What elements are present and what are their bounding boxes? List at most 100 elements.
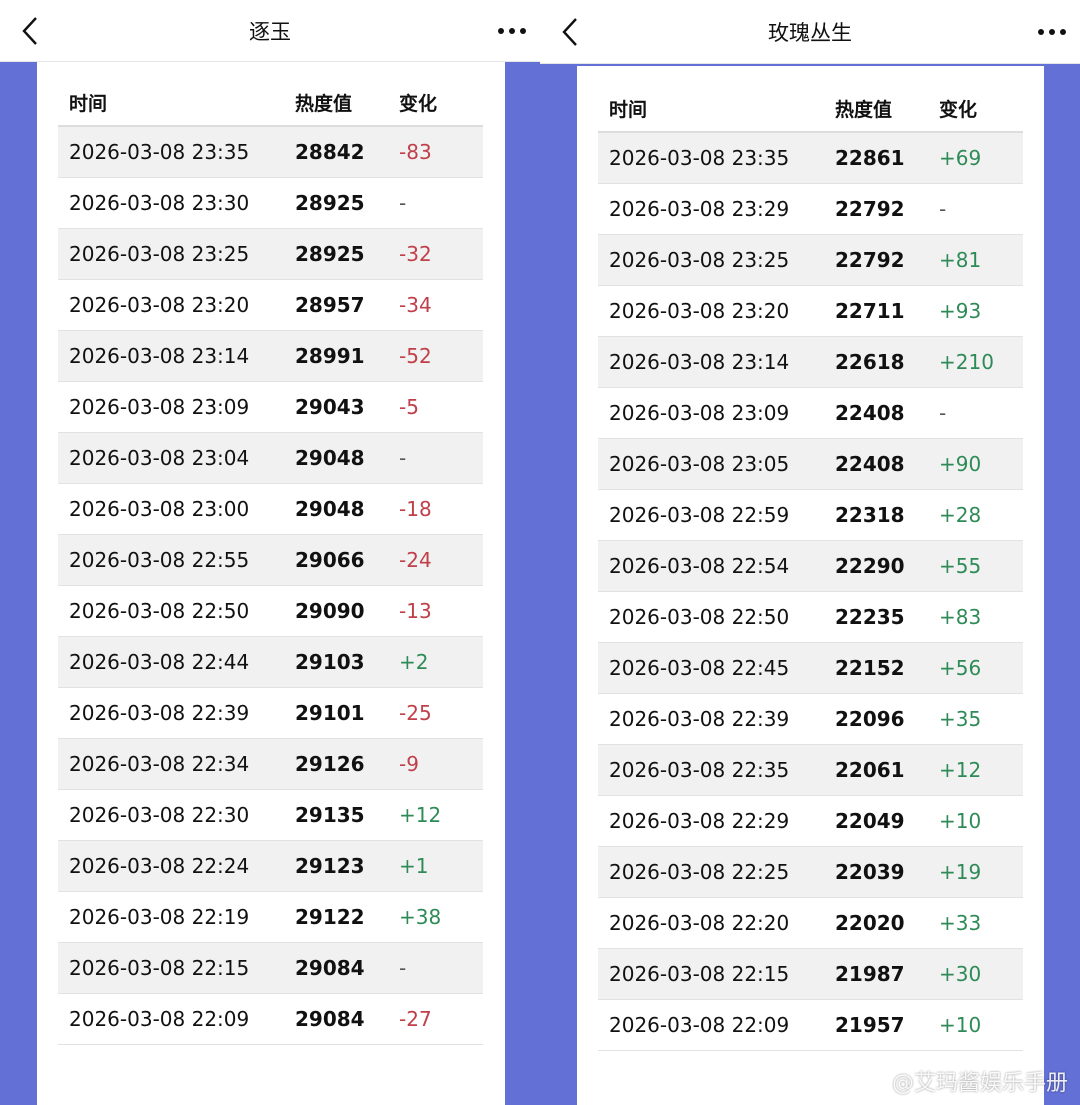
table-row: 2026-03-08 22:15 29084 - [58,943,483,994]
table-row: 2026-03-08 23:04 29048 - [58,433,483,484]
heat-cell: 29103 [295,650,365,674]
table-row: 2026-03-08 23:35 22861 +69 [598,133,1023,184]
table-row: 2026-03-08 22:09 21957 +10 [598,1000,1023,1051]
change-cell: +83 [939,605,982,629]
change-cell: -24 [399,548,432,572]
time-cell: 2026-03-08 23:20 [609,299,790,323]
time-cell: 2026-03-08 22:30 [69,803,250,827]
more-icon[interactable] [498,27,526,34]
change-cell: +1 [399,854,429,878]
time-cell: 2026-03-08 23:35 [69,140,250,164]
heat-cell: 29126 [295,752,365,776]
time-cell: 2026-03-08 23:09 [609,401,790,425]
time-cell: 2026-03-08 22:45 [609,656,790,680]
heat-cell: 21957 [835,1013,905,1037]
nav-bar: 逐玉 [0,0,540,62]
header-time: 时间 [69,93,108,115]
table-row: 2026-03-08 22:15 21987 +30 [598,949,1023,1000]
heat-cell: 29084 [295,1007,365,1031]
change-cell: -25 [399,701,432,725]
table-row: 2026-03-08 22:09 29084 -27 [58,994,483,1045]
change-cell: - [399,956,407,980]
time-cell: 2026-03-08 22:25 [609,860,790,884]
heat-cell: 29123 [295,854,365,878]
change-cell: +210 [939,350,994,374]
change-cell: +28 [939,503,982,527]
back-icon[interactable] [20,16,40,46]
heat-cell: 28925 [295,242,365,266]
table-row: 2026-03-08 22:39 22096 +35 [598,694,1023,745]
panel-1: 逐玉 时间 热度值 变化 2026-03-08 23:35 28842 -83 … [0,0,540,1105]
time-cell: 2026-03-08 22:15 [69,956,250,980]
change-cell: -13 [399,599,432,623]
header-change: 变化 [399,93,438,115]
time-cell: 2026-03-08 22:20 [609,911,790,935]
heat-cell: 28925 [295,191,365,215]
change-cell: - [399,446,407,470]
time-cell: 2026-03-08 22:19 [69,905,250,929]
table-card: 时间 热度值 变化 2026-03-08 23:35 22861 +69 202… [577,66,1044,1105]
heat-cell: 22290 [835,554,905,578]
time-cell: 2026-03-08 23:20 [69,293,250,317]
table-row: 2026-03-08 23:09 29043 -5 [58,382,483,433]
heat-cell: 22408 [835,401,905,425]
table-row: 2026-03-08 22:19 29122 +38 [58,892,483,943]
table-row: 2026-03-08 23:14 28991 -52 [58,331,483,382]
time-cell: 2026-03-08 23:29 [609,197,790,221]
change-cell: +19 [939,860,982,884]
change-cell: -32 [399,242,432,266]
table-row: 2026-03-08 23:14 22618 +210 [598,337,1023,388]
time-cell: 2026-03-08 23:05 [609,452,790,476]
table-card: 时间 热度值 变化 2026-03-08 23:35 28842 -83 202… [37,62,505,1105]
time-cell: 2026-03-08 22:39 [69,701,250,725]
time-cell: 2026-03-08 23:25 [69,242,250,266]
table-row: 2026-03-08 23:35 28842 -83 [58,127,483,178]
change-cell: - [939,197,947,221]
time-cell: 2026-03-08 23:35 [609,146,790,170]
change-cell: -27 [399,1007,432,1031]
heat-table: 时间 热度值 变化 2026-03-08 23:35 28842 -83 202… [58,80,483,1045]
heat-cell: 29084 [295,956,365,980]
table-row: 2026-03-08 22:35 22061 +12 [598,745,1023,796]
change-cell: +12 [939,758,982,782]
heat-cell: 22318 [835,503,905,527]
time-cell: 2026-03-08 22:09 [609,1013,790,1037]
table-row: 2026-03-08 23:25 28925 -32 [58,229,483,280]
table-row: 2026-03-08 22:29 22049 +10 [598,796,1023,847]
change-cell: +2 [399,650,429,674]
heat-cell: 28991 [295,344,365,368]
heat-cell: 29101 [295,701,365,725]
table-header: 时间 热度值 变化 [598,86,1023,133]
time-cell: 2026-03-08 22:29 [609,809,790,833]
change-cell: +55 [939,554,982,578]
heat-cell: 22792 [835,197,905,221]
change-cell: +33 [939,911,982,935]
nav-bar: 玫瑰丛生 [540,0,1080,64]
change-cell: +56 [939,656,982,680]
header-heat: 热度值 [835,99,893,121]
heat-cell: 29048 [295,446,365,470]
watermark: @艾玛酱娱乐手册 [855,1069,1068,1099]
header-change: 变化 [939,99,978,121]
change-cell: +90 [939,452,982,476]
table-row: 2026-03-08 23:09 22408 - [598,388,1023,439]
change-cell: +38 [399,905,442,929]
heat-cell: 28957 [295,293,365,317]
more-icon[interactable] [1038,28,1066,35]
change-cell: +10 [939,809,982,833]
back-icon[interactable] [560,17,580,47]
table-row: 2026-03-08 23:20 28957 -34 [58,280,483,331]
table-row: 2026-03-08 23:29 22792 - [598,184,1023,235]
heat-cell: 22861 [835,146,905,170]
change-cell: +69 [939,146,982,170]
page-title: 玫瑰丛生 [768,20,852,45]
heat-cell: 29048 [295,497,365,521]
heat-table: 时间 热度值 变化 2026-03-08 23:35 22861 +69 202… [598,86,1023,1051]
panel-2: 玫瑰丛生 时间 热度值 变化 2026-03-08 23:35 22861 +6… [540,0,1080,1105]
table-row: 2026-03-08 22:54 22290 +55 [598,541,1023,592]
header-heat: 热度值 [295,93,353,115]
time-cell: 2026-03-08 23:00 [69,497,250,521]
heat-cell: 29066 [295,548,365,572]
weibo-logo-icon [855,1072,888,1096]
change-cell: +81 [939,248,982,272]
